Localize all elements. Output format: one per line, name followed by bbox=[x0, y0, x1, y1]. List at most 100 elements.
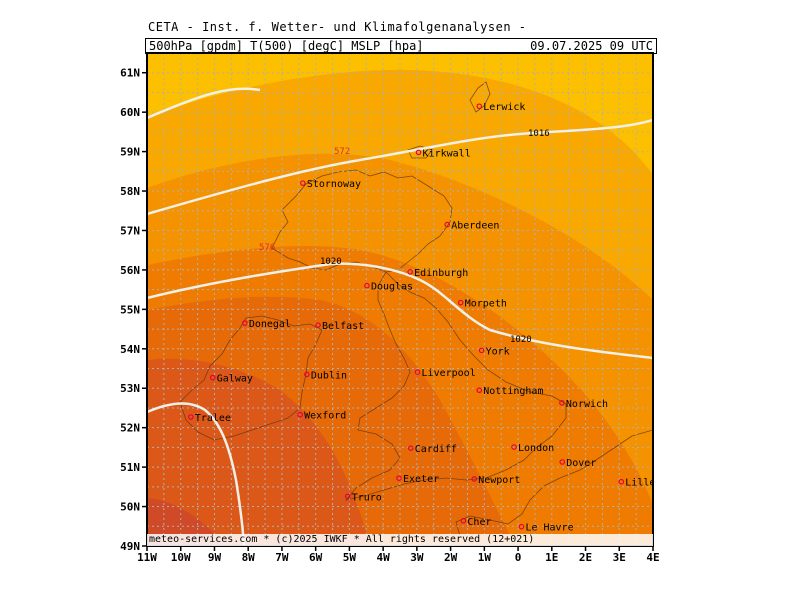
city-label: Norwich bbox=[566, 399, 608, 410]
y-tick-label: 60N bbox=[120, 106, 140, 119]
city-label: Dover bbox=[566, 458, 596, 469]
x-tick-label: 1E bbox=[545, 551, 558, 564]
x-tick-label: 6W bbox=[309, 551, 323, 564]
city-label: Aberdeen bbox=[451, 221, 499, 232]
city-label: Nottingham bbox=[483, 386, 543, 397]
x-tick-label: 9W bbox=[208, 551, 222, 564]
isobar-label-group: 1016 1020 1020 bbox=[320, 129, 550, 345]
y-tick-label: 61N bbox=[120, 67, 140, 80]
y-tick-label: 49N bbox=[120, 540, 140, 553]
city-marker bbox=[460, 517, 467, 524]
city-label: Lerwick bbox=[483, 102, 525, 113]
city-label: Liverpool bbox=[422, 368, 476, 379]
coastline-england-wales bbox=[344, 271, 567, 501]
isobar-1016 bbox=[147, 87, 261, 120]
city-marker bbox=[414, 369, 421, 375]
city-label: Dublin bbox=[311, 370, 347, 381]
footer-copyright: meteo-services.com * (c)2025 IWKF * All … bbox=[147, 534, 653, 546]
city-marker bbox=[478, 347, 485, 354]
x-tick-label: 1W bbox=[478, 551, 492, 564]
chart-title: CETA - Inst. f. Wetter- und Klimafolgena… bbox=[148, 20, 527, 34]
city-label: Kirkwall bbox=[423, 148, 471, 159]
city-label: Wexford bbox=[304, 411, 346, 422]
coastline-france bbox=[455, 429, 653, 546]
coastline-shetland bbox=[469, 81, 491, 113]
city-label: Edinburgh bbox=[414, 268, 468, 279]
city-marker bbox=[407, 445, 414, 451]
city-marker bbox=[304, 371, 310, 378]
city-label: Tralee bbox=[195, 413, 231, 424]
city-markers: Lerwick Kirkwall Stornoway Aberdeen Edinburg… bbox=[188, 102, 655, 534]
city-marker bbox=[444, 221, 451, 228]
valid-time: 09.07.2025 09 UTC bbox=[530, 39, 653, 53]
city-marker bbox=[518, 523, 525, 530]
city-label: Newport bbox=[478, 475, 520, 486]
map-frame bbox=[146, 52, 654, 547]
city-marker bbox=[407, 269, 413, 275]
isobar-label: 1020 bbox=[320, 257, 342, 267]
y-tick-label: 56N bbox=[120, 264, 140, 277]
isobar-lines bbox=[147, 87, 653, 546]
x-tick-label: 10W bbox=[171, 551, 191, 564]
city-label: Exeter bbox=[403, 474, 439, 485]
city-label: Belfast bbox=[322, 321, 364, 332]
y-tick-label: 54N bbox=[120, 343, 140, 356]
header-bar: 500hPa [gpdm] T(500) [degC] MSLP [hpa] 0… bbox=[145, 38, 657, 54]
city-marker bbox=[415, 149, 422, 156]
city-marker bbox=[297, 411, 303, 418]
city-marker bbox=[476, 103, 483, 110]
city-label: Le Havre bbox=[525, 523, 573, 534]
x-tick-label: 3E bbox=[613, 551, 626, 564]
field-description: 500hPa [gpdm] T(500) [degC] MSLP [hpa] bbox=[149, 39, 424, 53]
temperature-band bbox=[147, 358, 370, 546]
y-tick-label: 59N bbox=[120, 146, 140, 159]
x-tick-label: 4E bbox=[646, 551, 659, 564]
city-marker bbox=[344, 493, 351, 500]
x-tick-label: 2E bbox=[579, 551, 592, 564]
footer-text: meteo-services.com * (c)2025 IWKF * All … bbox=[149, 534, 535, 545]
y-tick-label: 52N bbox=[120, 422, 140, 435]
x-tick-label: 3W bbox=[410, 551, 424, 564]
city-label: London bbox=[518, 443, 554, 454]
x-tick-label: 5W bbox=[343, 551, 357, 564]
city-label: Truro bbox=[352, 492, 382, 503]
city-marker bbox=[471, 476, 478, 482]
city-marker bbox=[559, 459, 566, 465]
city-label: Douglas bbox=[371, 282, 413, 293]
city-label: Stornoway bbox=[307, 179, 361, 190]
axis-ticks: 11W 10W 9W 8W 7W 6W 5W 4W 3W 2W 1W 0 1E 2E 3E 4E 61N 60N 5… bbox=[120, 67, 660, 564]
geopotential-label: 576 bbox=[259, 243, 275, 253]
geopotential-label: 572 bbox=[334, 147, 350, 157]
isobar-1016 bbox=[147, 118, 653, 216]
city-label: Donegal bbox=[249, 319, 291, 330]
y-tick-label: 53N bbox=[120, 382, 140, 395]
x-tick-label: 7W bbox=[275, 551, 289, 564]
x-tick-label: 8W bbox=[242, 551, 256, 564]
x-tick-label: 2W bbox=[444, 551, 458, 564]
x-tick-label: 4W bbox=[377, 551, 391, 564]
isobar-label: 1016 bbox=[528, 129, 550, 139]
city-marker bbox=[559, 400, 565, 406]
city-label: Galway bbox=[217, 374, 253, 385]
city-marker bbox=[618, 478, 625, 485]
x-tick-label: 0 bbox=[515, 551, 522, 564]
city-marker bbox=[511, 444, 517, 450]
geopotential-label-group: 572 576 bbox=[259, 147, 350, 253]
isobar-1020 bbox=[147, 262, 653, 360]
coastline-orkney bbox=[407, 145, 433, 159]
city-label: Lille bbox=[625, 478, 655, 489]
city-marker bbox=[188, 414, 194, 420]
city-marker bbox=[209, 374, 216, 381]
city-label: York bbox=[486, 346, 510, 357]
grid-lines bbox=[147, 53, 653, 546]
city-marker bbox=[315, 322, 321, 328]
isobar-1016 bbox=[147, 402, 246, 546]
city-marker bbox=[396, 475, 402, 481]
city-label: Morpeth bbox=[465, 299, 507, 310]
city-label: Cher bbox=[467, 517, 491, 528]
isobar-label: 1020 bbox=[510, 335, 532, 345]
y-tick-label: 50N bbox=[120, 501, 140, 514]
city-label: Cardiff bbox=[415, 444, 457, 455]
city-marker bbox=[476, 387, 483, 394]
